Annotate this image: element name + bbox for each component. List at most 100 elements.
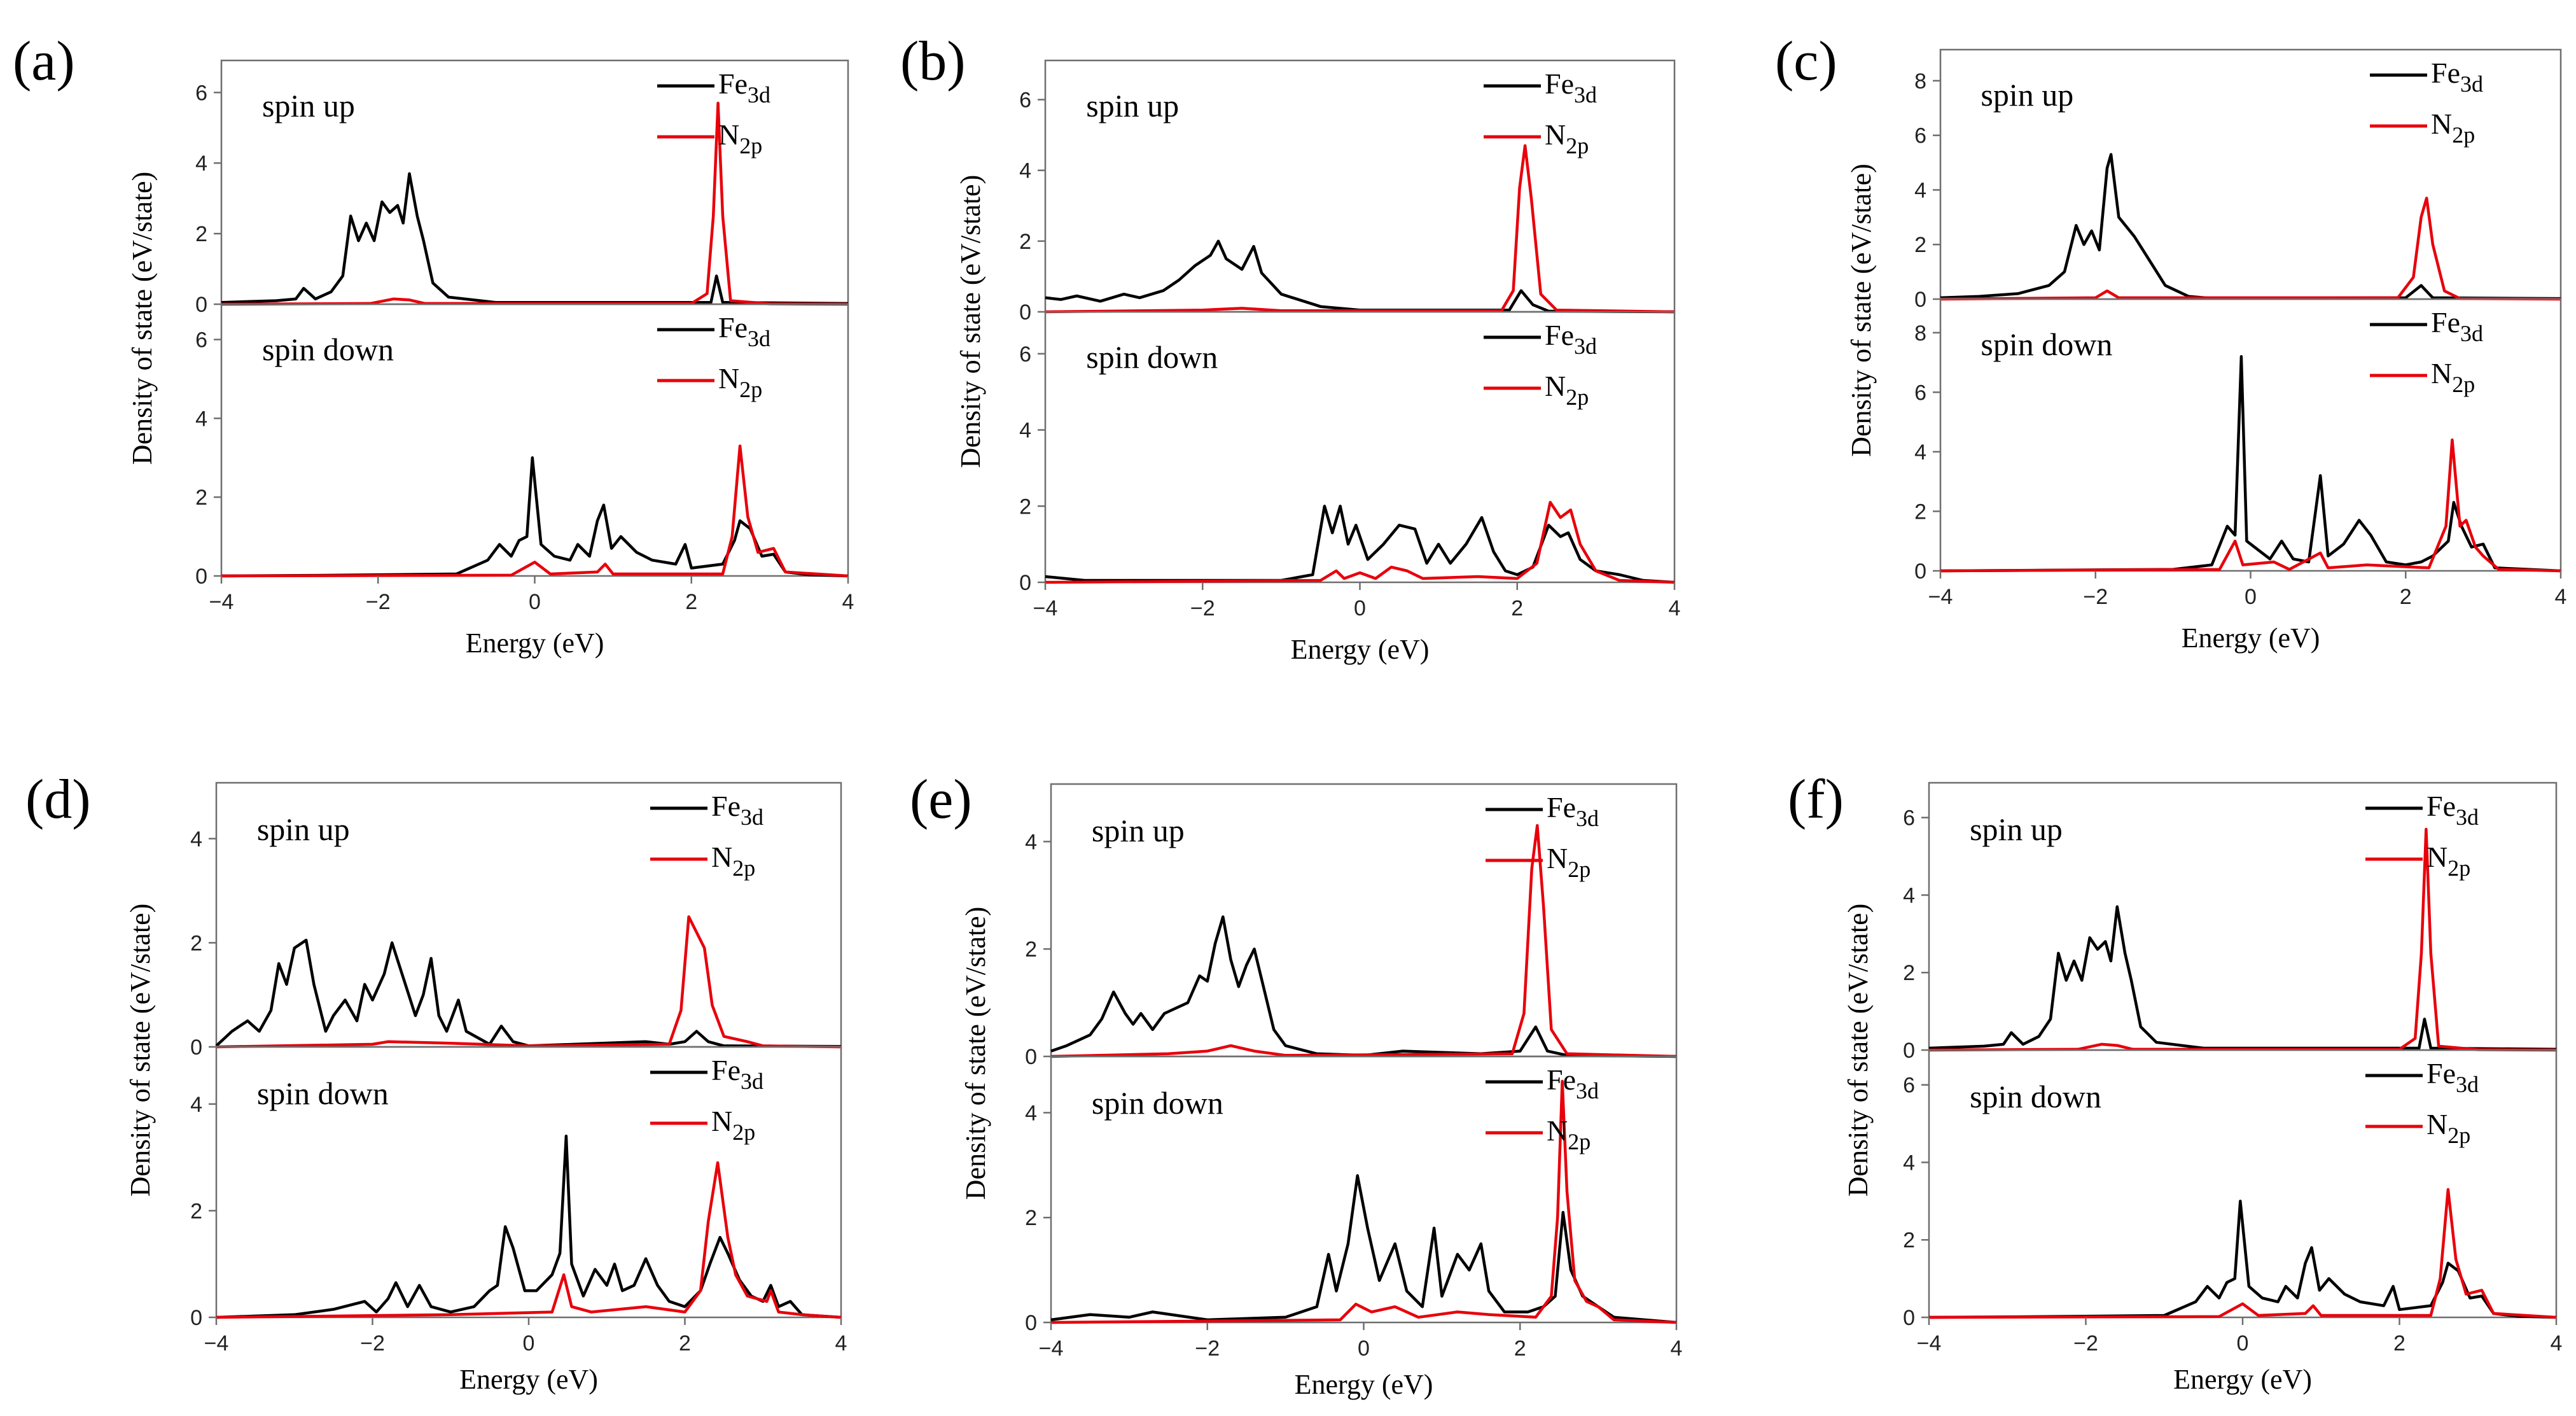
y-tick-label: 0 xyxy=(195,564,207,589)
y-tick-label: 4 xyxy=(195,151,207,176)
legend-base: Fe xyxy=(1547,1063,1576,1096)
y-tick-label: 0 xyxy=(1903,1039,1915,1063)
legend-label: N2p xyxy=(718,362,762,402)
spin-up-plot: 0 2 4 spin up Fe3d N2p xyxy=(190,782,842,1060)
y-tick-label: 6 xyxy=(195,328,207,353)
legend-label: N2p xyxy=(1547,842,1591,882)
spin-up-plot: 0 2 4 6 8 spin up Fe3d N2p xyxy=(1914,48,2562,312)
legend-base: N xyxy=(711,1105,732,1137)
y-tick-label: 6 xyxy=(1019,342,1031,367)
fe3d-curve xyxy=(216,1134,842,1319)
n2p-curve xyxy=(216,915,842,1049)
x-tick-label: −4 xyxy=(209,590,234,614)
y-axis-label: Density of state (eV/state) xyxy=(125,904,156,1197)
legend-base: Fe xyxy=(1545,67,1574,100)
n2p-curve xyxy=(216,1161,842,1319)
y-tick-label: 8 xyxy=(1914,321,1926,346)
legend-base: Fe xyxy=(1545,319,1574,351)
spin-title: spin up xyxy=(257,811,350,847)
n2p-curve xyxy=(221,101,849,306)
spin-title: spin down xyxy=(1092,1085,1223,1121)
legend-sub: 2p xyxy=(1568,857,1591,882)
y-tick-label: 0 xyxy=(190,1306,202,1330)
legend-sub: 3d xyxy=(748,326,770,351)
y-tick-label: 2 xyxy=(1019,230,1031,254)
legend-label: Fe3d xyxy=(1545,319,1597,359)
spin-down-plot: 0 2 4 6 8 spin down Fe3d N2p xyxy=(1914,298,2562,584)
x-tick-label: 0 xyxy=(2237,1331,2249,1356)
x-tick-label: −4 xyxy=(1033,596,1058,620)
spin-up-plot: 0 2 4 6 spin up Fe3d N2p xyxy=(195,59,849,317)
x-tick-label: −2 xyxy=(366,590,391,614)
y-tick-label: 2 xyxy=(1025,937,1037,962)
legend-sub: 2p xyxy=(732,855,755,881)
x-tick-label: −4 xyxy=(1039,1336,1064,1361)
legend-label: N2p xyxy=(718,118,762,158)
legend-label: N2p xyxy=(2431,357,2475,397)
y-tick-label: 4 xyxy=(190,1093,202,1117)
y-tick-label: 6 xyxy=(1019,88,1031,113)
panel-label: (e) xyxy=(910,769,972,831)
legend-base: N xyxy=(2426,1108,2447,1140)
x-tick-label: 4 xyxy=(835,1331,847,1356)
panel-label: (a) xyxy=(13,31,75,92)
panel-label: (b) xyxy=(900,31,966,92)
legend-base: Fe xyxy=(2426,790,2456,822)
y-tick-label: 8 xyxy=(1914,69,1926,94)
legend-base: Fe xyxy=(718,311,748,344)
x-tick-label: 4 xyxy=(842,590,854,614)
y-tick-label: 2 xyxy=(1903,1228,1915,1252)
x-tick-label: 4 xyxy=(2551,1331,2563,1356)
legend-sub: 2p xyxy=(739,133,762,158)
y-tick-label: 6 xyxy=(195,81,207,105)
legend-sub: 3d xyxy=(2456,804,2479,830)
legend-base: N xyxy=(2431,108,2452,140)
y-tick-label: 4 xyxy=(1025,830,1037,854)
legend-label: N2p xyxy=(711,1105,755,1145)
x-tick-label: 0 xyxy=(2245,585,2257,609)
legend-sub: 2p xyxy=(739,377,762,402)
y-tick-label: 4 xyxy=(190,827,202,852)
legend-sub: 3d xyxy=(748,82,770,108)
x-tick-label: −2 xyxy=(2083,585,2108,609)
y-tick-label: 0 xyxy=(1025,1045,1037,1069)
x-tick-label: 2 xyxy=(1511,596,1523,620)
y-tick-label: 0 xyxy=(1903,1306,1915,1330)
n2p-curve xyxy=(1050,824,1677,1058)
legend-sub: 2p xyxy=(2447,1123,2470,1148)
legend-base: Fe xyxy=(1547,791,1576,824)
fe3d-curve xyxy=(1050,1174,1677,1324)
x-tick-label: 0 xyxy=(523,1331,535,1356)
legend-label: Fe3d xyxy=(718,67,770,108)
y-tick-label: 4 xyxy=(195,407,207,431)
legend-label: N2p xyxy=(711,841,755,881)
y-tick-label: 6 xyxy=(1903,1074,1915,1098)
x-tick-label: 2 xyxy=(685,590,697,614)
x-axis-label: Energy (eV) xyxy=(459,1364,598,1395)
legend-label: Fe3d xyxy=(711,1054,763,1094)
x-axis-label: Energy (eV) xyxy=(2182,622,2320,654)
spin-title: spin up xyxy=(262,88,355,123)
legend-sub: 2p xyxy=(2452,372,2475,397)
panel-label: (c) xyxy=(1775,31,1837,92)
y-tick-label: 6 xyxy=(1914,124,1926,148)
spin-down-plot: 0 2 4 6 spin down Fe3d N2p xyxy=(195,303,849,589)
y-tick-label: 4 xyxy=(1903,883,1915,908)
fe3d-curve xyxy=(1050,915,1677,1058)
x-tick-label: −2 xyxy=(1195,1336,1220,1361)
fe3d-curve xyxy=(1928,905,2557,1051)
spin-title: spin down xyxy=(262,332,394,367)
x-tick-label: 2 xyxy=(2393,1331,2405,1356)
x-tick-label: −4 xyxy=(204,1331,229,1356)
legend-sub: 3d xyxy=(741,804,763,830)
n2p-curve xyxy=(1928,1188,2557,1319)
n2p-curve xyxy=(1928,827,2557,1052)
x-tick-label: 0 xyxy=(1354,596,1366,620)
n2p-curve xyxy=(1050,1079,1677,1324)
y-axis-label: Density of state (eV/state) xyxy=(1846,164,1877,457)
y-tick-label: 4 xyxy=(1025,1101,1037,1125)
x-tick-label: −2 xyxy=(2073,1331,2098,1356)
